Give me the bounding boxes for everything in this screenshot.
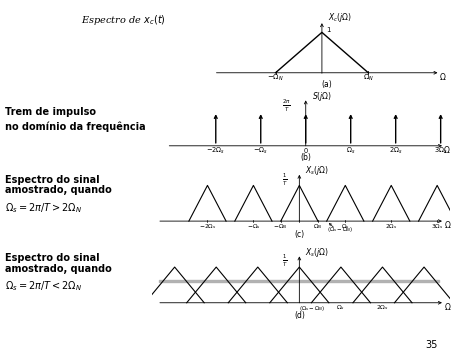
Text: $\frac{2\pi}{T}$: $\frac{2\pi}{T}$	[282, 98, 291, 114]
Text: $0$: $0$	[303, 146, 309, 155]
Text: $X_s(j\Omega)$: $X_s(j\Omega)$	[305, 164, 328, 177]
Text: $(\Omega_s - \Omega_N)$: $(\Omega_s - \Omega_N)$	[300, 304, 326, 312]
Text: $\Omega_N$: $\Omega_N$	[313, 222, 323, 231]
Text: 35: 35	[425, 340, 438, 350]
Text: Espectro de $x_c(t)$: Espectro de $x_c(t)$	[81, 13, 165, 27]
Text: $-\Omega_N$: $-\Omega_N$	[273, 222, 288, 231]
Text: $2\Omega_s$: $2\Omega_s$	[389, 146, 402, 156]
Text: $2\Omega_s$: $2\Omega_s$	[376, 304, 389, 312]
Text: $-\Omega_s$: $-\Omega_s$	[253, 146, 268, 156]
Text: $\frac{1}{T}$: $\frac{1}{T}$	[283, 171, 288, 188]
Text: $(\Omega_s - \Omega_N)$: $(\Omega_s - \Omega_N)$	[327, 225, 353, 234]
Text: amostrado, quando: amostrado, quando	[5, 263, 111, 274]
Text: $\Omega$: $\Omega$	[444, 219, 452, 230]
Text: Espectro do sinal: Espectro do sinal	[5, 253, 100, 263]
Text: $\Omega_s = 2\pi/T < 2\Omega_N$: $\Omega_s = 2\pi/T < 2\Omega_N$	[5, 279, 82, 293]
Text: $X_c(j\Omega)$: $X_c(j\Omega)$	[328, 11, 352, 24]
Text: amostrado, quando: amostrado, quando	[5, 185, 111, 196]
Text: $S(j\Omega)$: $S(j\Omega)$	[312, 90, 332, 103]
Text: $-\Omega_s$: $-\Omega_s$	[246, 222, 260, 231]
Text: $\Omega$: $\Omega$	[444, 301, 452, 312]
Text: $-2\Omega_s$: $-2\Omega_s$	[206, 146, 225, 156]
Text: $\Omega_s$: $\Omega_s$	[341, 222, 350, 231]
Text: $3\Omega_s$: $3\Omega_s$	[434, 146, 447, 156]
Text: $\Omega_s$: $\Omega_s$	[346, 146, 356, 156]
Text: $X_s(j\Omega)$: $X_s(j\Omega)$	[305, 246, 328, 258]
Text: (c): (c)	[294, 230, 304, 239]
Text: $-\Omega_N$: $-\Omega_N$	[267, 73, 284, 83]
Text: $\Omega$: $\Omega$	[439, 71, 446, 82]
Text: Espectro do sinal: Espectro do sinal	[5, 175, 100, 185]
Text: $\Omega$: $\Omega$	[443, 144, 451, 155]
Text: $\Omega_N$: $\Omega_N$	[363, 73, 374, 83]
Text: (a): (a)	[322, 80, 332, 89]
Text: $\Omega_s = 2\pi/T > 2\Omega_N$: $\Omega_s = 2\pi/T > 2\Omega_N$	[5, 201, 82, 215]
Text: (b): (b)	[301, 153, 311, 162]
Text: $2\Omega_s$: $2\Omega_s$	[385, 222, 398, 231]
Text: $\frac{1}{T}$: $\frac{1}{T}$	[283, 253, 288, 269]
Text: $-2\Omega_s$: $-2\Omega_s$	[199, 222, 216, 231]
Text: $\Omega_s$: $\Omega_s$	[337, 304, 346, 312]
Text: $1$: $1$	[326, 24, 332, 34]
Text: no domínio da frequência: no domínio da frequência	[5, 121, 146, 132]
Text: (d): (d)	[294, 311, 305, 321]
Text: Trem de impulso: Trem de impulso	[5, 107, 96, 118]
Text: $3\Omega_s$: $3\Omega_s$	[431, 222, 444, 231]
